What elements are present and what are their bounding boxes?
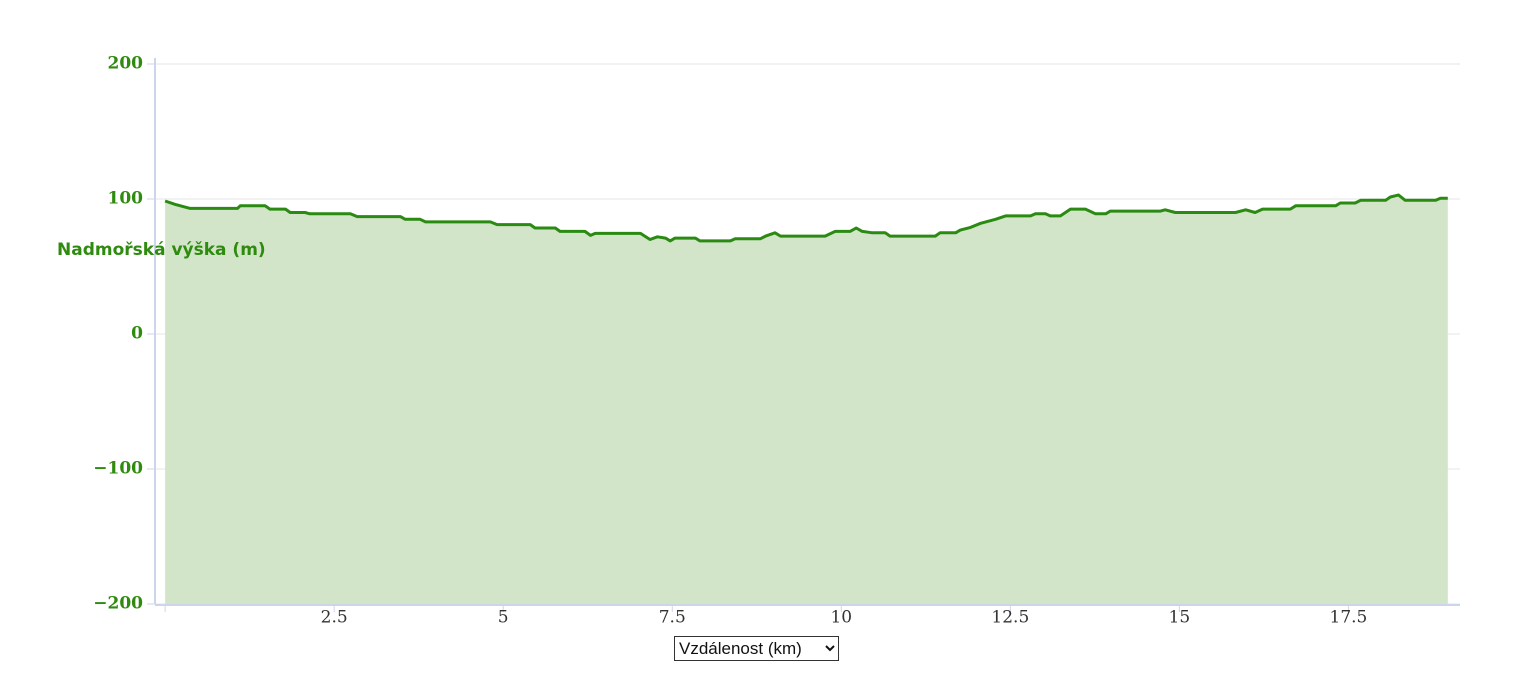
x-tick-label: 10 (830, 608, 852, 628)
y-tick-label: −100 (93, 459, 143, 479)
y-tick-label: 200 (108, 54, 144, 74)
x-tick-label: 12.5 (991, 608, 1029, 628)
x-tick-label: 2.5 (321, 608, 348, 628)
x-axis-select[interactable]: Vzdálenost (km) (674, 636, 839, 661)
y-tick-label: 100 (108, 189, 144, 209)
x-tick-label: 7.5 (659, 608, 686, 628)
x-tick-label: 17.5 (1330, 608, 1368, 628)
y-tick-label: 0 (131, 324, 143, 344)
x-tick-label: 15 (1169, 608, 1191, 628)
x-tick-label: 5 (498, 608, 509, 628)
area (165, 195, 1448, 604)
y-axis-title: Nadmořská výška (m) (57, 240, 266, 260)
line (164, 193, 1448, 243)
y-tick-label: −200 (93, 594, 143, 614)
